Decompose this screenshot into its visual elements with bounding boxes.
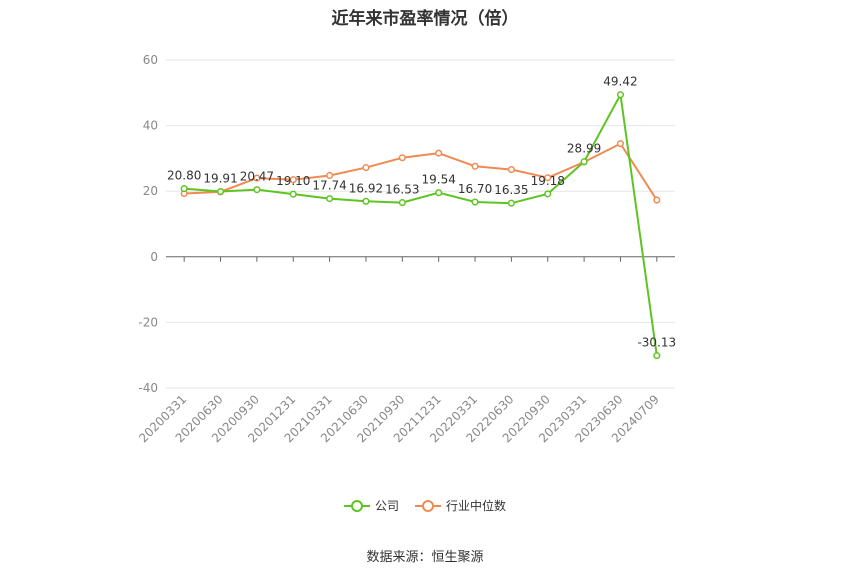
data-point bbox=[289, 176, 297, 184]
legend-label: 公司 bbox=[374, 499, 399, 513]
data-point bbox=[435, 149, 443, 157]
data-point bbox=[253, 174, 261, 182]
data-point bbox=[180, 185, 188, 193]
data-point bbox=[471, 198, 479, 206]
data-point bbox=[580, 158, 588, 166]
data-labels: 20.80 19.91 20.47 19.10 17.74 16.92 16.5319.54… bbox=[167, 75, 676, 350]
data-point bbox=[216, 187, 225, 196]
data-label: 16.70 bbox=[458, 182, 492, 196]
data-label: 19.54 bbox=[421, 173, 455, 187]
data-label: 28.99 bbox=[567, 142, 601, 156]
data-point bbox=[544, 174, 552, 182]
data-point bbox=[362, 164, 370, 172]
data-point bbox=[326, 171, 334, 180]
data-point bbox=[507, 166, 515, 174]
legend: 公司 行业中位数 bbox=[0, 497, 850, 514]
legend-item[interactable]: 行业中位数 bbox=[415, 497, 506, 514]
legend-swatch-icon bbox=[343, 499, 370, 512]
data-label: 19.91 bbox=[203, 171, 237, 185]
data-point bbox=[253, 186, 261, 194]
series-line bbox=[184, 91, 658, 356]
data-point bbox=[326, 195, 334, 203]
y-tick-label: -40 bbox=[138, 381, 158, 395]
series-line bbox=[184, 142, 658, 201]
data-point bbox=[398, 199, 406, 207]
data-label: 19.18 bbox=[531, 174, 565, 188]
data-point bbox=[544, 190, 552, 198]
data-point bbox=[435, 189, 443, 197]
gridlines bbox=[166, 59, 675, 389]
axes: -40-200204060202003312020063020200930202… bbox=[136, 53, 675, 445]
series bbox=[180, 91, 661, 360]
data-label: 20.80 bbox=[167, 169, 201, 183]
legend-item[interactable]: 公司 bbox=[343, 497, 399, 514]
data-point bbox=[289, 190, 297, 198]
y-tick-label: 40 bbox=[143, 119, 158, 133]
data-label: 16.92 bbox=[349, 181, 383, 195]
data-point bbox=[653, 196, 661, 204]
y-tick-label: 0 bbox=[150, 250, 158, 264]
data-point bbox=[616, 91, 625, 99]
legend-label: 行业中位数 bbox=[446, 499, 507, 513]
y-tick-label: 20 bbox=[143, 184, 158, 198]
data-label: -30.13 bbox=[637, 336, 676, 350]
data-point bbox=[398, 154, 406, 162]
data-point bbox=[507, 199, 515, 207]
data-point bbox=[362, 197, 370, 205]
data-point bbox=[653, 352, 661, 360]
data-label: 20.47 bbox=[240, 170, 274, 184]
data-point bbox=[616, 140, 625, 148]
data-point bbox=[471, 162, 479, 170]
y-tick-label: 60 bbox=[143, 53, 158, 67]
data-label: 49.42 bbox=[603, 75, 637, 89]
data-label: 19.10 bbox=[276, 174, 310, 188]
legend-swatch-icon bbox=[415, 499, 441, 512]
chart-title: 近年来市盈率情况（倍） bbox=[331, 9, 519, 29]
y-tick-label: -20 bbox=[138, 315, 158, 329]
source-note: 数据来源：恒生聚源 bbox=[366, 550, 484, 565]
data-label: 16.35 bbox=[494, 183, 528, 197]
data-label: 17.74 bbox=[312, 179, 346, 193]
data-label: 16.53 bbox=[385, 183, 419, 197]
